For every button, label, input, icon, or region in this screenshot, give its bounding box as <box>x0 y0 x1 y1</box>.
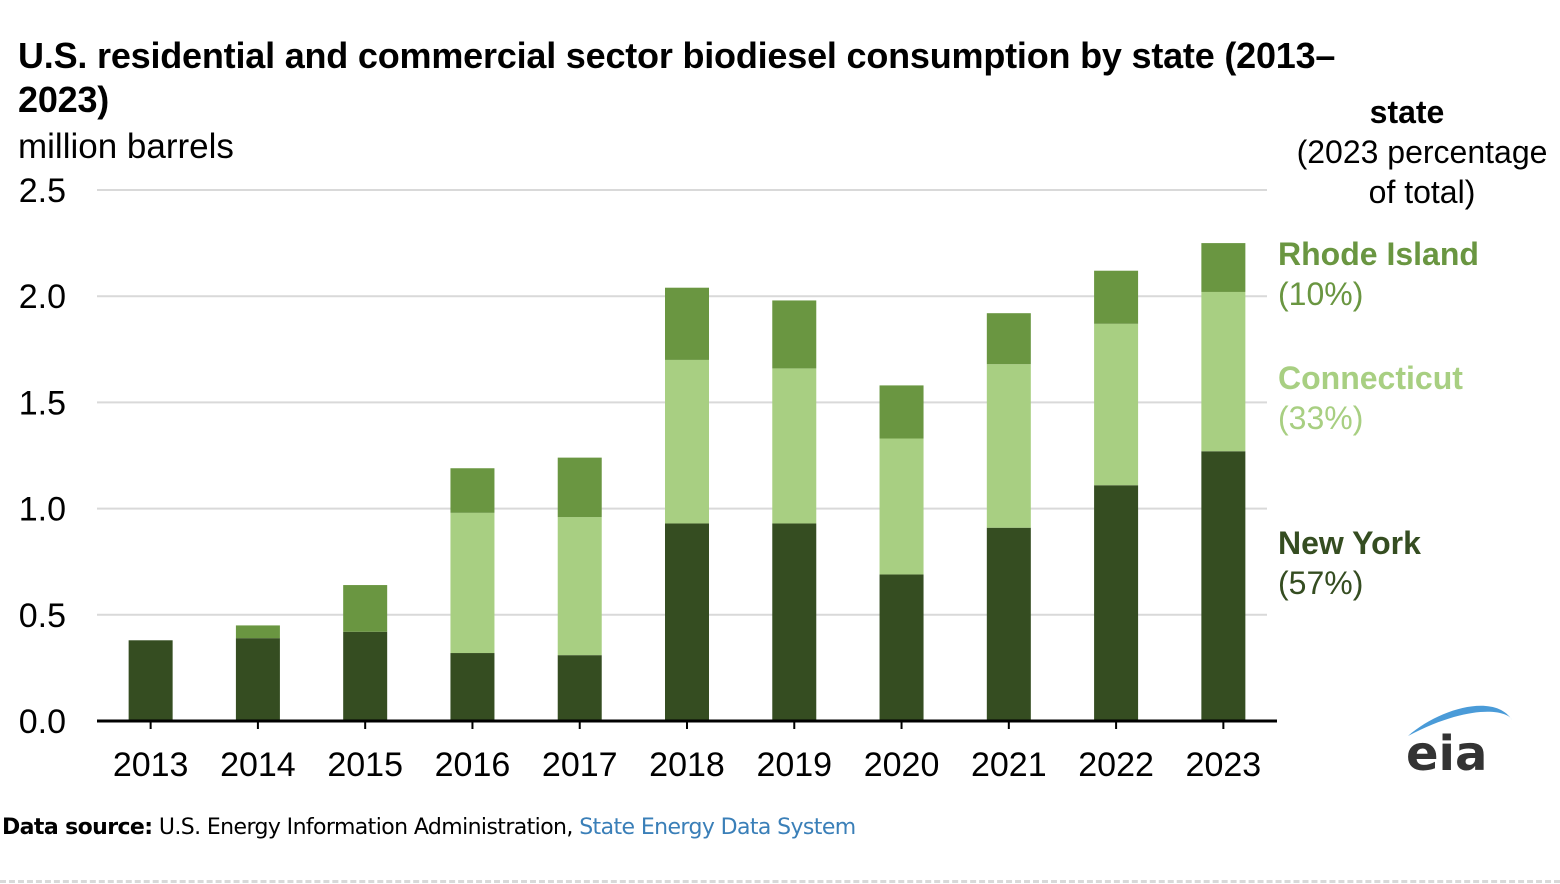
y-tick-label: 1.0 <box>19 491 66 529</box>
y-axis-units: million barrels <box>18 127 234 166</box>
legend-label: New York <box>1278 525 1421 561</box>
eia-logo-arc <box>1408 705 1512 736</box>
x-tick-label: 2018 <box>649 746 725 784</box>
x-tick-label: 2023 <box>1186 746 1262 784</box>
data-source-link[interactable]: State Energy Data System <box>579 815 856 840</box>
legend-label: Connecticut <box>1278 360 1463 396</box>
x-tick-label: 2016 <box>435 746 511 784</box>
legend-percent: (33%) <box>1278 400 1364 436</box>
data-source-text: U.S. Energy Information Administration, <box>152 815 580 840</box>
x-tick-label: 2017 <box>542 746 618 784</box>
bar-rhode-island-2021 <box>986 313 1031 365</box>
data-source-label: Data source: <box>2 815 153 840</box>
x-tick-label: 2020 <box>864 746 940 784</box>
legend-header-subtitle: (2023 percentage of total) <box>1296 134 1548 210</box>
x-axis: 2013 2014 2015 2016 2017 2018 2019 2020 2021 2022… <box>97 719 1277 784</box>
legend-header-title: state <box>1369 94 1445 130</box>
bar-new-york-2016 <box>450 653 495 721</box>
bar-new-york-2015 <box>343 631 388 721</box>
bottom-divider <box>0 880 1560 883</box>
bar-new-york-2018 <box>665 523 709 721</box>
legend-percent: (57%) <box>1278 565 1364 601</box>
bar-new-york-2020 <box>879 574 924 721</box>
bar-rhode-island-2020 <box>879 385 924 439</box>
legend-percent: (10%) <box>1278 276 1364 312</box>
bar-new-york-2019 <box>772 523 817 721</box>
bar-rhode-island-2015 <box>343 585 388 632</box>
legend-item-new-york: New York (57%) <box>1278 523 1421 603</box>
bar-rhode-island-2023 <box>1201 243 1246 292</box>
x-tick-label: 2015 <box>327 746 403 784</box>
bar-connecticut-2022 <box>1094 323 1139 486</box>
y-tick-label: 2.0 <box>19 278 66 316</box>
x-tick-label: 2022 <box>1078 746 1154 784</box>
x-tick-label: 2014 <box>220 746 296 784</box>
bar-rhode-island-2014 <box>235 625 280 639</box>
bar-connecticut-2021 <box>986 364 1031 528</box>
bars <box>128 243 1246 721</box>
y-tick-label: 2.5 <box>19 172 66 210</box>
bar-new-york-2022 <box>1094 485 1139 721</box>
legend-header: state (2023 percentage of total) <box>1262 92 1552 212</box>
legend-label: Rhode Island <box>1278 236 1479 272</box>
bar-rhode-island-2019 <box>772 300 817 369</box>
eia-logo: eia <box>1406 705 1512 778</box>
bar-connecticut-2023 <box>1201 291 1246 452</box>
y-tick-label: 0.5 <box>19 597 66 635</box>
bar-connecticut-2017 <box>557 517 602 656</box>
bar-new-york-2013 <box>128 640 173 721</box>
bar-rhode-island-2017 <box>557 457 602 518</box>
bar-connecticut-2016 <box>450 512 495 654</box>
legend-item-rhode-island: Rhode Island (10%) <box>1278 234 1479 314</box>
bar-new-york-2017 <box>557 655 602 721</box>
bar-connecticut-2019 <box>772 368 817 524</box>
bar-new-york-2014 <box>235 638 280 721</box>
eia-logo-text: eia <box>1406 726 1487 778</box>
bar-new-york-2023 <box>1201 451 1246 721</box>
bar-rhode-island-2016 <box>450 468 495 513</box>
bar-connecticut-2018 <box>665 359 709 524</box>
x-tick-label: 2021 <box>971 746 1047 784</box>
y-tick-label: 1.5 <box>19 384 66 422</box>
bar-rhode-island-2018 <box>665 287 709 360</box>
y-axis-ticks: 0.0 0.5 1.0 1.5 2.0 2.5 <box>19 172 66 741</box>
data-source: Data source: U.S. Energy Information Adm… <box>2 815 856 840</box>
x-tick-label: 2019 <box>756 746 832 784</box>
bar-new-york-2021 <box>986 527 1031 721</box>
chart-title: U.S. residential and commercial sector b… <box>18 35 1336 120</box>
x-tick-label: 2013 <box>113 746 189 784</box>
legend-item-connecticut: Connecticut (33%) <box>1278 358 1463 438</box>
bar-connecticut-2020 <box>879 438 924 575</box>
y-tick-label: 0.0 <box>19 703 66 741</box>
bar-rhode-island-2022 <box>1094 270 1139 324</box>
